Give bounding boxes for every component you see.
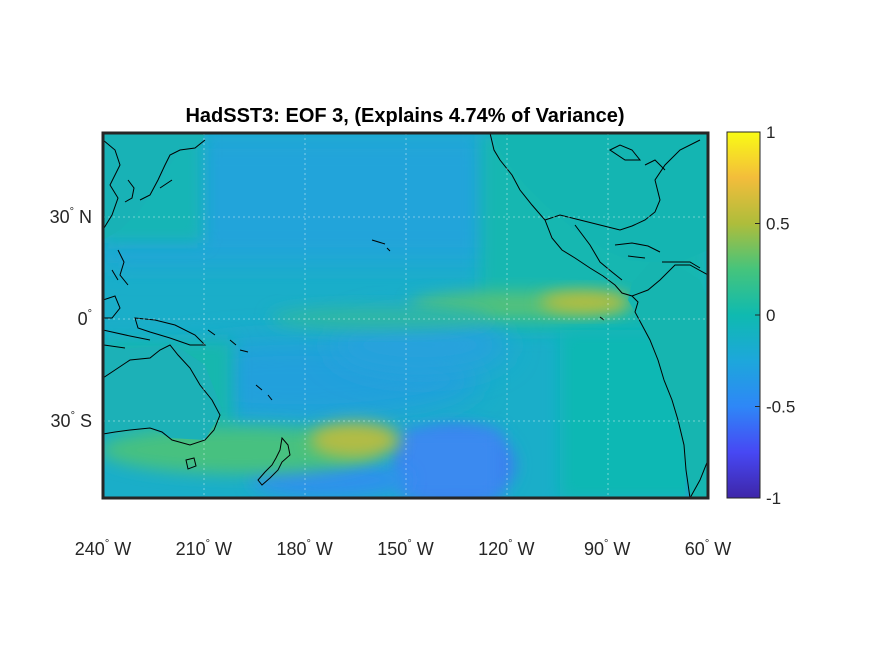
coast-south-america-east bbox=[631, 264, 708, 297]
y-tick-label: 30° N bbox=[50, 206, 92, 227]
svg-text:180° W: 180° W bbox=[276, 538, 332, 559]
svg-text:120° W: 120° W bbox=[478, 538, 534, 559]
coast-chile-south bbox=[689, 459, 708, 498]
svg-text:0°: 0° bbox=[78, 308, 92, 329]
coast-gulf bbox=[544, 139, 701, 231]
x-tick-label: 60° W bbox=[685, 538, 731, 559]
field-south-pacific-warm bbox=[310, 422, 400, 458]
x-tick-value: 210 bbox=[176, 539, 206, 559]
sst-field bbox=[103, 133, 708, 498]
colorbar-tick-label: 1 bbox=[766, 123, 775, 142]
y-tick-hemisphere: S bbox=[75, 411, 92, 431]
svg-text:30° S: 30° S bbox=[51, 410, 92, 431]
coast-asia bbox=[103, 139, 121, 229]
x-axis-ticks: 240° W 210° W 180° W 150° W 120° W 90° W 60° W bbox=[75, 538, 731, 559]
coast-borneo bbox=[103, 295, 121, 319]
x-tick-hemisphere: W bbox=[109, 539, 131, 559]
x-tick-value: 120 bbox=[478, 539, 508, 559]
y-tick-value: 30 bbox=[50, 207, 70, 227]
degree-symbol: ° bbox=[105, 538, 109, 550]
colorbar-tick-label: 0 bbox=[766, 306, 775, 325]
x-tick-hemisphere: W bbox=[608, 539, 630, 559]
coast-indonesia bbox=[103, 329, 151, 349]
svg-text:240° W: 240° W bbox=[75, 538, 131, 559]
land-south-america bbox=[628, 262, 708, 498]
x-tick-label: 90° W bbox=[584, 538, 630, 559]
field-equatorial-warm-core bbox=[540, 291, 630, 313]
x-tick-hemisphere: W bbox=[210, 539, 232, 559]
x-tick-label: 240° W bbox=[75, 538, 131, 559]
degree-symbol: ° bbox=[508, 538, 512, 550]
coast-caribbean bbox=[614, 242, 701, 269]
y-tick-hemisphere: N bbox=[74, 207, 92, 227]
chart-title: HadSST3: EOF 3, (Explains 4.74% of Varia… bbox=[185, 105, 624, 127]
svg-text:30° N: 30° N bbox=[50, 206, 92, 227]
x-tick-value: 240 bbox=[75, 539, 105, 559]
coast-islands bbox=[207, 239, 391, 401]
svg-text:60° W: 60° W bbox=[685, 538, 731, 559]
field-central-equator bbox=[270, 306, 490, 330]
degree-symbol: ° bbox=[306, 538, 310, 550]
x-tick-value: 180 bbox=[276, 539, 306, 559]
degree-symbol: ° bbox=[604, 538, 608, 550]
coast-korea bbox=[124, 179, 135, 203]
coast-mexico bbox=[574, 224, 623, 281]
degree-symbol: ° bbox=[71, 410, 75, 422]
x-tick-value: 60 bbox=[685, 539, 705, 559]
y-tick-value: 30 bbox=[51, 411, 71, 431]
y-tick-label: 0° bbox=[78, 308, 92, 329]
x-tick-hemisphere: W bbox=[513, 539, 535, 559]
colorbar-tick-label: 0.5 bbox=[766, 215, 790, 234]
coast-new-zealand bbox=[257, 436, 291, 486]
y-tick-value: 0 bbox=[78, 309, 88, 329]
degree-symbol: ° bbox=[705, 538, 709, 550]
coast-americas bbox=[489, 133, 691, 498]
svg-text:150° W: 150° W bbox=[377, 538, 433, 559]
field-central-south-cool bbox=[330, 315, 510, 375]
y-tick-label: 30° S bbox=[51, 410, 92, 431]
land-north-america bbox=[490, 133, 708, 262]
field-south-cold-block bbox=[400, 430, 500, 498]
gridlines bbox=[103, 133, 708, 498]
x-tick-label: 150° W bbox=[377, 538, 433, 559]
x-tick-value: 90 bbox=[584, 539, 604, 559]
degree-symbol: ° bbox=[70, 206, 74, 218]
x-tick-hemisphere: W bbox=[709, 539, 731, 559]
x-tick-hemisphere: W bbox=[412, 539, 434, 559]
coast-philippines bbox=[111, 249, 129, 286]
coast-new-guinea bbox=[134, 317, 207, 346]
land-australia bbox=[103, 345, 222, 440]
coastlines bbox=[103, 133, 708, 498]
y-axis-ticks: 30° N0° 30° S bbox=[50, 206, 92, 431]
degree-symbol: ° bbox=[407, 538, 411, 550]
colorbar-ticks: 1 0.5 0 -0.5 -1 bbox=[755, 123, 795, 508]
coast-tasmania bbox=[185, 457, 197, 470]
x-tick-value: 150 bbox=[377, 539, 407, 559]
coast-japan bbox=[139, 139, 206, 201]
svg-text:90° W: 90° W bbox=[584, 538, 630, 559]
x-tick-hemisphere: W bbox=[311, 539, 333, 559]
colorbar bbox=[726, 131, 761, 499]
colorbar-tick-label: -1 bbox=[766, 489, 781, 508]
x-tick-label: 180° W bbox=[276, 538, 332, 559]
coast-australia bbox=[103, 344, 221, 446]
colorbar-tick-label: -0.5 bbox=[766, 398, 795, 417]
degree-symbol: ° bbox=[206, 538, 210, 550]
coast-great-lakes bbox=[609, 144, 666, 171]
map-frame bbox=[101, 131, 710, 500]
coast-galapagos bbox=[599, 316, 605, 321]
svg-text:210° W: 210° W bbox=[176, 538, 232, 559]
x-tick-label: 210° W bbox=[176, 538, 232, 559]
degree-symbol: ° bbox=[88, 308, 92, 320]
x-tick-label: 120° W bbox=[478, 538, 534, 559]
